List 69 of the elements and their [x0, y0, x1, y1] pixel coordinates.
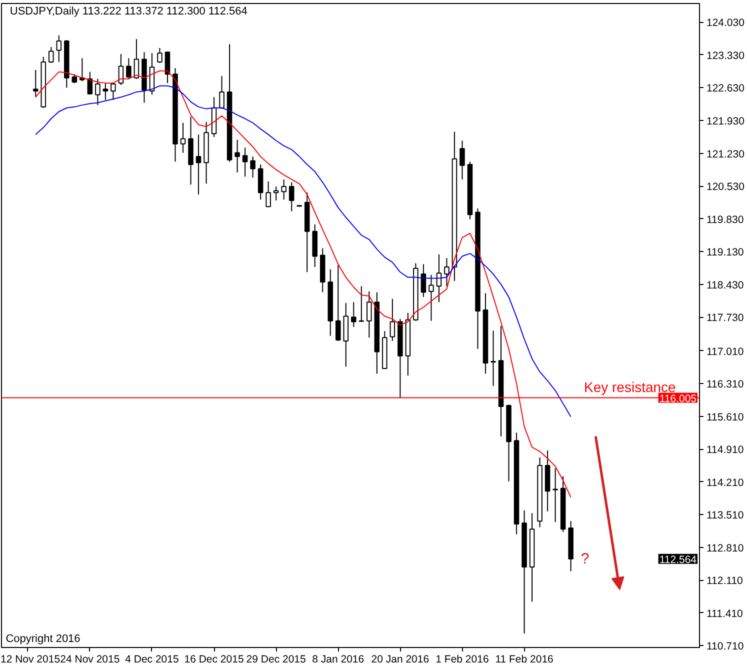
x-tick-label: 12 Nov 2015 [0, 654, 60, 666]
candlestick [250, 156, 256, 178]
text: ? [580, 550, 590, 568]
candlestick [552, 468, 558, 523]
annotation: 116.005 [659, 392, 697, 405]
candlestick [390, 298, 396, 342]
y-tick-label: 119.830 [706, 214, 744, 226]
candlestick [134, 38, 140, 80]
chart-title: USDJPY,Daily 113.222 113.372 112.300 112.564 [10, 6, 248, 18]
y-tick-label: 119.130 [706, 246, 744, 259]
candlestick [273, 186, 279, 202]
y-tick-label: 113.510 [706, 510, 744, 522]
candlestick [281, 178, 286, 200]
candlestick [420, 264, 426, 298]
x-tick-label: 4 Dec 2015 [125, 654, 179, 666]
candlestick [157, 47, 162, 64]
y-tick-label: 112.810 [706, 542, 744, 554]
candlestick [242, 147, 248, 178]
y-tick-label: 114.910 [706, 444, 744, 456]
ref-line-label: Key resistance [584, 378, 676, 395]
y-tick-label: 123.330 [706, 50, 745, 62]
annotation: Copyright 2016 [6, 632, 80, 645]
x-tick-label: 16 Dec 2015 [184, 654, 244, 666]
candlestick [288, 182, 294, 212]
candlestick [358, 286, 364, 322]
candlestick [126, 58, 132, 80]
candlestick [102, 82, 108, 100]
candlestick [95, 78, 100, 106]
line-series [35, 85, 572, 418]
candlestick [444, 258, 450, 287]
x-tick-label: 20 Jan 2016 [371, 654, 430, 666]
y-tick-label: 122.630 [706, 82, 745, 95]
x-tick-label: 29 Dec 2015 [246, 654, 306, 666]
y-tick-label: 114.210 [706, 476, 744, 489]
candlestick [258, 164, 264, 200]
candlestick [180, 122, 186, 154]
y-tick-label: 116.310 [706, 378, 744, 391]
y-tick-label: 115.610 [706, 411, 744, 424]
y-tick-label: 120.530 [706, 181, 745, 194]
candlestick [428, 274, 434, 322]
y-tick-label: 121.930 [706, 116, 745, 128]
candlestick [48, 46, 54, 64]
text: 112.564 [659, 554, 697, 566]
y-tick-label: 112.110 [706, 575, 744, 588]
x-tick-label: 1 Feb 2016 [436, 654, 489, 666]
y-tick-label: 124.030 [706, 17, 745, 30]
candlestick [56, 34, 62, 63]
candlestick [32, 69, 38, 98]
y-tick-label: 117.010 [706, 346, 744, 358]
candlestick [234, 139, 240, 173]
y-tick-label: 117.730 [706, 312, 744, 324]
x-tick-label: 11 Feb 2016 [495, 654, 554, 666]
candlestick [164, 51, 170, 84]
candlestick [110, 82, 116, 100]
y-tick-label: 111.410 [706, 608, 744, 620]
y-tick-label: 121.230 [706, 148, 745, 160]
x-tick-label: 24 Nov 2015 [60, 654, 120, 666]
x-tick-label: 8 Jan 2016 [312, 654, 364, 666]
candlestick [490, 330, 496, 386]
candlestick [460, 140, 465, 180]
y-tick-label: 110.710 [706, 640, 744, 653]
candlestick [335, 264, 341, 342]
candlestick [118, 54, 124, 86]
y-tick-label: 118.430 [706, 279, 744, 292]
candlestick [219, 76, 224, 110]
candlestick [366, 290, 372, 338]
candlestick [351, 302, 356, 328]
candlestick [196, 134, 202, 195]
candlestick [266, 180, 271, 208]
